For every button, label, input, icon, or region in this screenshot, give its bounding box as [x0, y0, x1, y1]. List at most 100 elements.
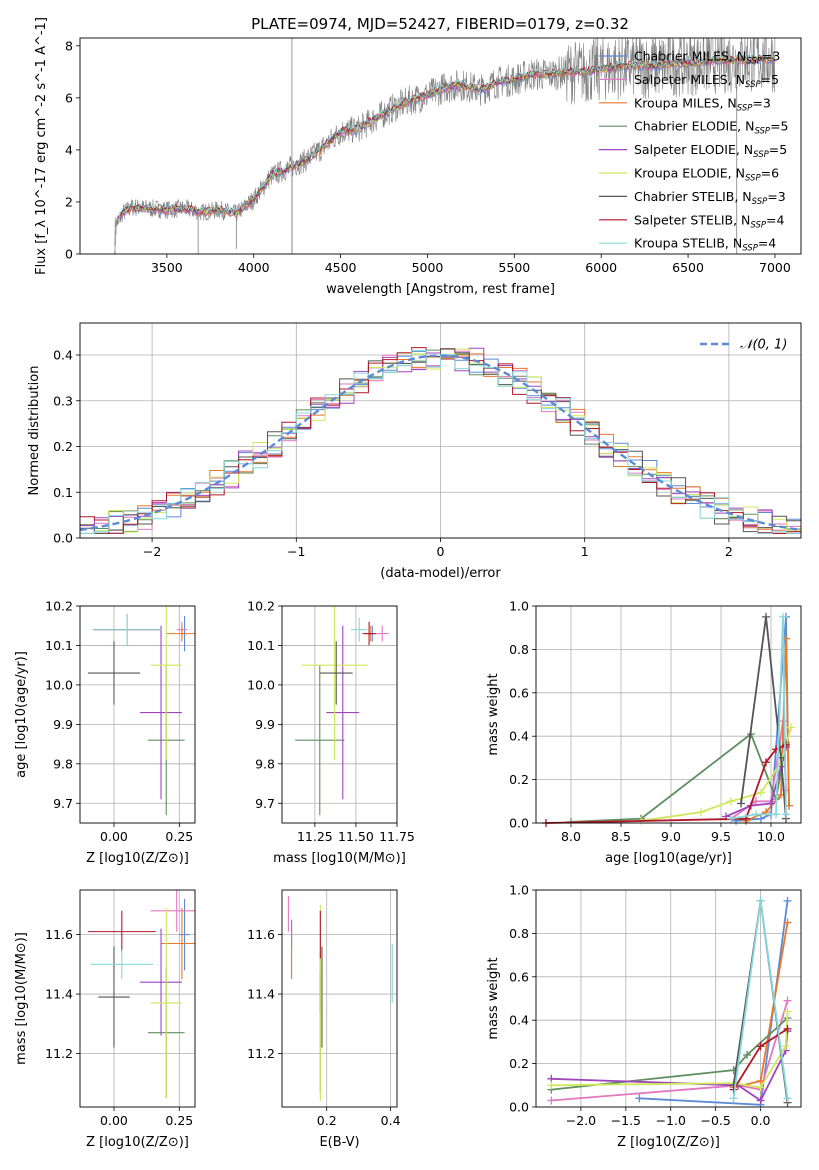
- y-tick-label: 9.7: [255, 796, 275, 811]
- errorbar-group: [87, 890, 195, 1099]
- y-tick-label: 0.8: [509, 926, 529, 941]
- x-tick-label: 8.0: [561, 829, 581, 844]
- x-tick-label: 4000: [238, 260, 270, 275]
- x-axis-label: age [log10(age/yr)]: [605, 851, 732, 866]
- axes-frame: [79, 37, 802, 255]
- y-axis-label: mass [log10(M/M⊙)]: [14, 932, 29, 1065]
- y-tick-label: 9.9: [53, 717, 73, 732]
- x-tick-label: 3500: [151, 260, 183, 275]
- mass-weight-series-line: [640, 727, 792, 822]
- mass-weight-marker: [743, 1050, 752, 1059]
- y-tick-label: 0.4: [509, 729, 529, 744]
- massweight-vs-Z-chart: −2.0 −1.5 −1.0 −0.5 0.0 0.0 0.2 0.4 0.6 0.8 1.0 Z […: [486, 883, 802, 1150]
- x-tick-label: 0.25: [165, 1113, 193, 1128]
- legend-entry-label: Kroupa ELODIE, NSSP=6: [634, 166, 779, 184]
- y-tick-label: 0.2: [509, 772, 529, 787]
- mass-weight-series-line: [570, 732, 787, 823]
- x-tick-label: 8.5: [611, 829, 631, 844]
- mass-weight-marker: [697, 808, 705, 817]
- mass-weight-series-line: [545, 744, 787, 824]
- y-tick-label: 1.0: [509, 599, 529, 614]
- y-tick-label: 9.9: [255, 717, 275, 732]
- x-tick-label: 0.00: [100, 829, 128, 844]
- x-tick-label: −0.5: [700, 1113, 730, 1128]
- massweight-vs-age-chart: 8.0 8.5 9.0 9.5 10.0 0.0 0.2 0.4 0.6 0.8 1.0 age [l…: [486, 599, 802, 866]
- x-axis-label: Z [log10(Z/Z⊙)]: [86, 1135, 189, 1150]
- errorbar-group: [87, 606, 195, 816]
- legend-entry-label: Kroupa STELIB, NSSP=4: [634, 236, 776, 254]
- y-tick-label: 0.4: [53, 348, 73, 363]
- y-tick-label: 0.3: [53, 393, 73, 408]
- y-axis-label: age [log10(age/yr)]: [14, 651, 29, 778]
- x-tick-label: 2: [725, 544, 733, 559]
- x-tick-label: 0.4: [381, 1113, 401, 1128]
- y-tick-label: 2: [65, 194, 73, 209]
- axes-frame: [535, 605, 802, 824]
- legend-entry-label: Salpeter ELODIE, NSSP=5: [634, 142, 787, 160]
- residuals-chart: −2 −1 0 1 2 0.0 0.1 0.2 0.3 0.4 (data-model)/error…: [27, 322, 802, 581]
- mass-weight-marker: [762, 758, 770, 767]
- axes-frame: [79, 889, 196, 1108]
- axes-frame: [535, 889, 802, 1108]
- y-tick-label: 11.4: [45, 987, 73, 1002]
- x-tick-label: 1: [581, 544, 589, 559]
- axes-frame: [281, 889, 398, 1108]
- mass-weight-marker: [783, 896, 792, 905]
- mass-weight-marker: [779, 612, 787, 621]
- y-tick-label: 0.2: [509, 1056, 529, 1071]
- mass-weight-marker: [756, 896, 765, 905]
- axes-frame: [79, 605, 196, 824]
- mass-weight-marker: [783, 996, 792, 1005]
- legend-entry-label: 𝒩(0, 1): [740, 338, 787, 353]
- x-tick-label: 11.50: [338, 829, 374, 844]
- errorbar-group: [287, 895, 393, 1102]
- mass-weight-marker: [727, 797, 735, 806]
- y-tick-label: 10.2: [247, 599, 275, 614]
- axes-frame: [281, 605, 398, 824]
- y-tick-label: 0.1: [53, 485, 73, 500]
- y-tick-label: 11.2: [45, 1046, 73, 1061]
- mass-weight-series-line: [551, 1017, 789, 1091]
- y-axis-label: Normed distribution: [27, 366, 42, 496]
- legend-entry-label: Chabrier ELODIE, NSSP=5: [634, 119, 789, 137]
- mass-vs-ebv-chart: 0.2 0.4 11.2 11.4 11.6 E(B-V): [247, 889, 401, 1150]
- legend-entry-label: Salpeter MILES, NSSP=5: [634, 72, 779, 90]
- x-tick-label: 7000: [759, 260, 791, 275]
- x-tick-label: 5500: [498, 260, 530, 275]
- x-tick-label: 6500: [672, 260, 704, 275]
- mass-weight-marker: [783, 1094, 792, 1103]
- y-tick-label: 1.0: [509, 883, 529, 898]
- x-tick-label: 9.5: [711, 829, 731, 844]
- x-tick-label: −2: [143, 544, 161, 559]
- y-tick-label: 11.4: [247, 987, 275, 1002]
- x-axis-label: wavelength [Angstrom, rest frame]: [326, 282, 555, 297]
- x-tick-label: 0.2: [317, 1113, 337, 1128]
- x-axis-label: Z [log10(Z/Z⊙)]: [86, 851, 189, 866]
- x-tick-label: 6000: [585, 260, 617, 275]
- errorbar-group: [295, 606, 389, 816]
- y-axis-label: mass weight: [486, 957, 501, 1039]
- mass-weight-marker: [756, 1096, 765, 1105]
- x-tick-label: 0.0: [751, 1113, 771, 1128]
- x-tick-label: 9.0: [661, 829, 681, 844]
- age-vs-mass-chart: 11.25 11.50 11.75 9.7 9.8 9.9 10.0 10.1 10.2 mass…: [247, 599, 415, 867]
- spectrum-lines: [114, 38, 776, 254]
- spectrum-legend: Chabrier MILES, NSSP=3 Salpeter MILES, NS…: [599, 49, 789, 254]
- spectrum-chart: 3500 4000 4500 5000 5500 6000 6500 7000 0 2 4 6 8 wav…: [34, 17, 802, 297]
- mass-weight-marker: [635, 1094, 644, 1103]
- y-tick-label: 4: [65, 142, 73, 157]
- legend-entry-label: Salpeter STELIB, NSSP=4: [634, 212, 784, 230]
- mass-weight-marker: [782, 740, 790, 749]
- x-tick-label: −1.0: [656, 1113, 686, 1128]
- y-tick-label: 9.7: [53, 796, 73, 811]
- mass-weight-marker: [783, 1024, 792, 1033]
- age-vs-Z-chart: 0.00 0.25 9.7 9.8 9.9 10.0 10.1 10.2 Z [log10(Z/…: [14, 599, 196, 866]
- model-spectrum-line: [114, 53, 776, 254]
- mass-weight-marker: [783, 918, 792, 927]
- axes-frame: [79, 322, 802, 539]
- x-tick-label: −1.5: [611, 1113, 641, 1128]
- legend-entry-label: Chabrier MILES, NSSP=3: [634, 49, 780, 67]
- y-tick-label: 10.0: [247, 677, 275, 692]
- mass-weight-marker: [762, 612, 770, 621]
- y-tick-label: 11.6: [45, 927, 73, 942]
